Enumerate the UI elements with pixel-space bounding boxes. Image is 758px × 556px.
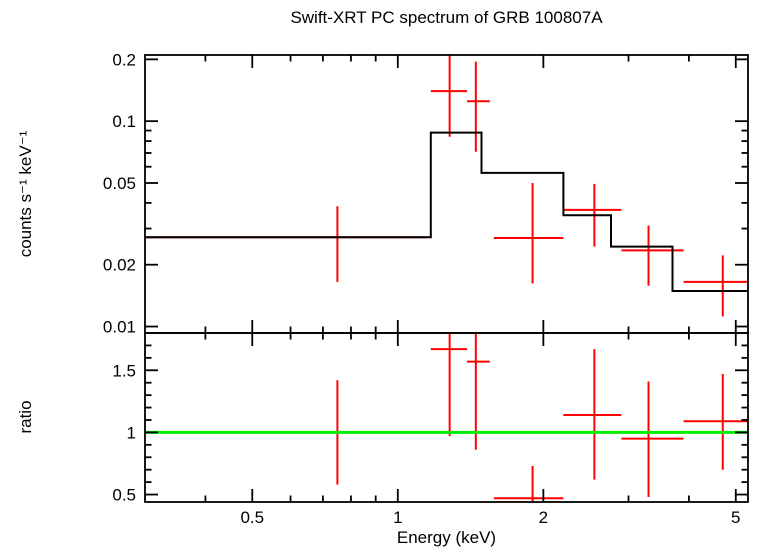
model-histogram	[145, 131, 748, 292]
plot-title: Swift-XRT PC spectrum of GRB 100807A	[290, 8, 603, 27]
tick-label: 1	[127, 423, 136, 442]
tick-label: 0.5	[112, 486, 136, 505]
tick-label: 0.1	[112, 112, 136, 131]
tick-label: 1.5	[112, 361, 136, 380]
tick-label: 5	[731, 508, 740, 527]
tick-label: 0.2	[112, 50, 136, 69]
top-panel-border	[144, 54, 749, 334]
tick-label: 2	[539, 508, 548, 527]
ratio-data	[145, 333, 748, 502]
axes	[144, 54, 749, 503]
tick-label: 1	[393, 508, 402, 527]
tick-labels: 0.5 1 2 5 0.01 0.02 0.05 0.1 0.2 0.5 1 1.5	[103, 50, 741, 527]
tick-label: 0.5	[240, 508, 264, 527]
tick-label: 0.01	[103, 318, 136, 337]
spectrum-data	[145, 55, 748, 317]
tick-label: 0.02	[103, 256, 136, 275]
x-axis-label: Energy (keV)	[396, 528, 497, 547]
bottom-panel-border	[144, 332, 749, 503]
tick-label: 0.05	[103, 174, 136, 193]
